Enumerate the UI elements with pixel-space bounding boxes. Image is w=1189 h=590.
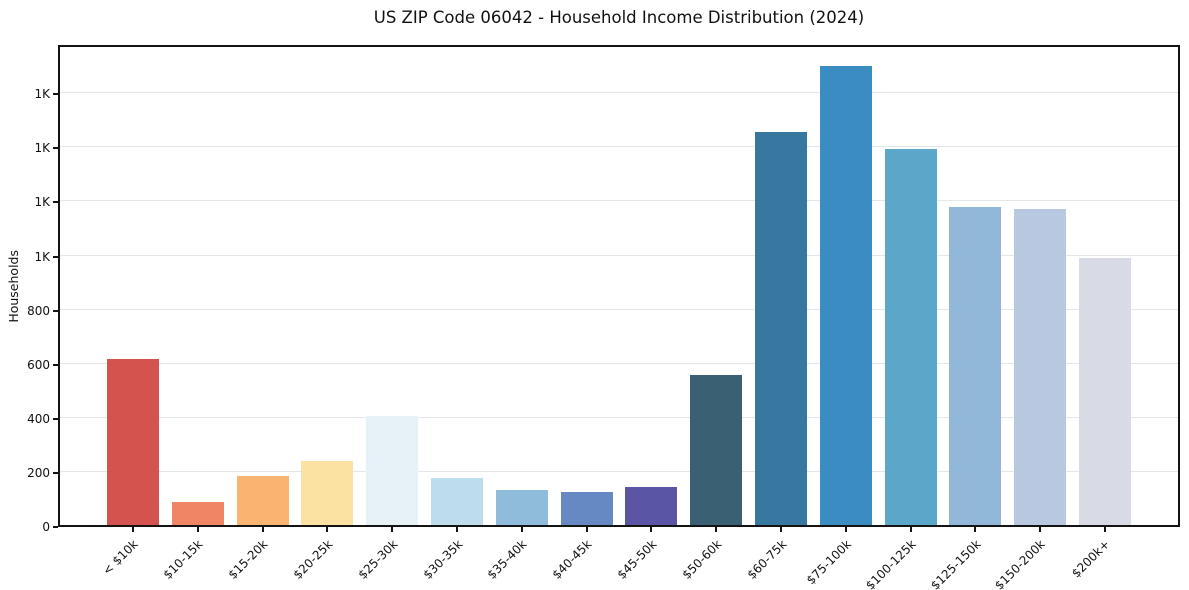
gridline xyxy=(60,416,1178,418)
x-tick-mark xyxy=(909,527,912,532)
gridline xyxy=(60,92,1178,94)
bar-1 xyxy=(171,501,224,525)
x-tick-mark xyxy=(650,527,653,532)
y-tick-label: 800 xyxy=(27,303,50,318)
gridline xyxy=(60,254,1178,256)
plot-area xyxy=(58,45,1180,527)
y-tick-mark xyxy=(53,93,58,96)
y-tick-mark xyxy=(53,147,58,150)
bar-0 xyxy=(107,359,159,525)
x-tick-label: $40-45k xyxy=(549,537,595,582)
bar-11 xyxy=(819,66,872,525)
x-tick-mark xyxy=(974,527,977,532)
y-tick-mark xyxy=(53,201,58,204)
x-tick-mark xyxy=(132,527,134,532)
x-tick-mark xyxy=(391,527,394,532)
bar-10 xyxy=(754,131,807,525)
y-tick-label: 400 xyxy=(27,411,50,426)
x-tick-label: < $10k xyxy=(100,537,141,578)
x-tick-label: $15-20k xyxy=(225,537,271,582)
x-tick-mark xyxy=(1103,527,1106,532)
x-tick-mark xyxy=(455,527,458,532)
y-axis-label-container: Households xyxy=(4,45,22,527)
x-tick-label: $45-50k xyxy=(614,537,660,582)
y-tick-label: 1K xyxy=(34,87,50,102)
bar-6 xyxy=(495,489,548,525)
x-tick-mark xyxy=(326,527,329,532)
x-tick-mark xyxy=(585,527,588,532)
bar-7 xyxy=(560,491,613,525)
x-tick-mark xyxy=(779,527,782,532)
x-tick-label: $25-30k xyxy=(355,537,401,582)
x-tick-label: $20-25k xyxy=(290,537,336,582)
bar-9 xyxy=(690,374,743,525)
y-tick-mark xyxy=(53,417,58,420)
x-tick-mark xyxy=(844,527,847,532)
x-tick-label: $125-150k xyxy=(927,537,984,590)
x-tick-label: $150-200k xyxy=(992,537,1049,590)
bar-2 xyxy=(236,475,289,525)
bar-8 xyxy=(625,487,678,525)
y-tick-mark xyxy=(53,363,58,366)
y-tick-label: 0 xyxy=(42,520,50,534)
bar-15 xyxy=(1078,258,1131,525)
bar-5 xyxy=(430,478,483,525)
gridline xyxy=(60,146,1178,148)
x-tick-label: $100-125k xyxy=(862,537,919,590)
gridline xyxy=(60,470,1178,472)
bars-container xyxy=(60,47,1178,525)
y-tick-mark xyxy=(53,255,58,258)
x-tick-mark xyxy=(196,527,199,532)
x-tick-mark xyxy=(715,527,718,532)
x-tick-label: $75-100k xyxy=(803,537,854,588)
bar-3 xyxy=(301,461,354,525)
x-tick-mark xyxy=(1039,527,1042,532)
y-tick-label: 200 xyxy=(27,465,50,480)
x-tick-label: $35-40k xyxy=(484,537,530,582)
x-tick-label: $200k+ xyxy=(1069,537,1113,581)
x-tick-label: $60-75k xyxy=(744,537,789,582)
y-tick-mark xyxy=(53,471,58,474)
bar-4 xyxy=(366,415,419,525)
y-tick-label: 600 xyxy=(27,357,50,372)
gridline xyxy=(60,200,1178,202)
y-tick-mark xyxy=(53,526,58,528)
chart-title: US ZIP Code 06042 - Household Income Dis… xyxy=(373,8,865,27)
gridline xyxy=(60,308,1178,310)
x-tick-mark xyxy=(261,527,264,532)
x-tick-mark xyxy=(520,527,523,532)
y-tick-mark xyxy=(53,309,58,312)
x-tick-label: $50-60k xyxy=(679,537,725,582)
x-tick-label: $30-35k xyxy=(420,537,465,582)
bar-12 xyxy=(884,148,937,525)
x-tick-label: $10-15k xyxy=(160,537,206,582)
y-tick-label: 1K xyxy=(34,195,50,210)
y-tick-label: 1K xyxy=(34,249,50,264)
gridline xyxy=(60,362,1178,364)
bar-13 xyxy=(949,206,1002,525)
bar-14 xyxy=(1014,209,1067,525)
y-tick-label: 1K xyxy=(34,141,50,156)
